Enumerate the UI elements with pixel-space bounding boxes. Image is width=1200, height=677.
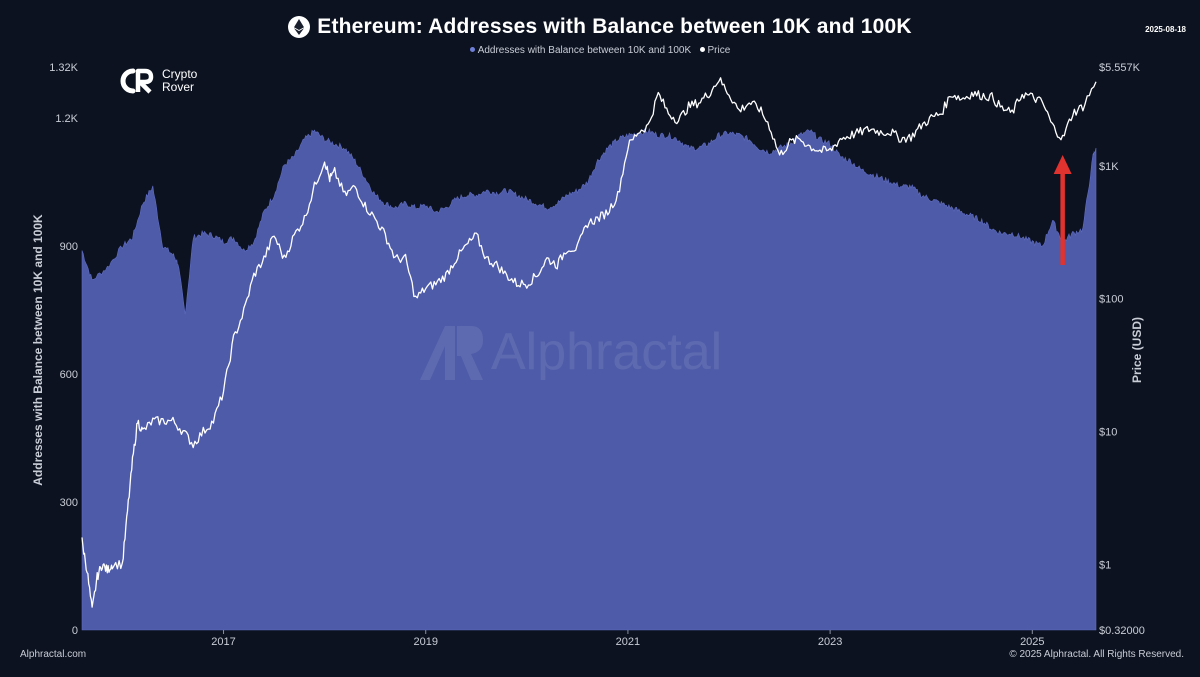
- page-title: Ethereum: Addresses with Balance between…: [317, 15, 912, 38]
- y-left-tick-label: 600: [60, 369, 78, 381]
- y-right-tick-label: $1K: [1099, 161, 1119, 173]
- legend: Addresses with Balance between 10K and 1…: [0, 45, 1200, 56]
- date-label: 2025-08-18: [1145, 25, 1186, 34]
- logo-text: Crypto Rover: [162, 68, 197, 94]
- x-tick-label: 2021: [616, 636, 640, 648]
- y-left-tick-label: 1.2K: [55, 113, 78, 125]
- footer-site[interactable]: Alphractal.com: [20, 649, 87, 660]
- logo-line-1: Crypto: [162, 67, 198, 81]
- area-series: [81, 127, 1097, 631]
- legend-dot-addresses-icon: [469, 47, 475, 53]
- y-left-axis-label: Addresses with Balance between 10K and 1…: [31, 214, 45, 486]
- crypto-rover-logo: Crypto Rover: [116, 66, 197, 96]
- logo-line-2: Rover: [162, 80, 195, 94]
- y-right-tick-label: $5.557K: [1099, 62, 1141, 74]
- y-right-tick-label: $0.32000: [1099, 625, 1145, 637]
- y-left-tick-label: 300: [60, 497, 78, 509]
- red-arrow-head-icon: [1053, 155, 1072, 174]
- price-series: [81, 77, 1097, 608]
- price-line: [81, 77, 1097, 608]
- x-tick-label: 2019: [413, 636, 437, 648]
- y-left-tick-label: 1.32K: [49, 62, 78, 74]
- axes: 0 300 600 900 1.2K 1.32K $0.32000 $1 $10 $100 $1K $…: [31, 62, 1145, 648]
- crypto-rover-logo-icon: [120, 68, 154, 94]
- y-right-axis-label: Price (USD): [1130, 317, 1144, 383]
- y-right-tick-label: $100: [1099, 294, 1123, 306]
- annotations: [1053, 155, 1072, 265]
- footer-copyright: © 2025 Alphractal. All Rights Reserved.: [1009, 649, 1184, 660]
- legend-item-price[interactable]: Price: [699, 45, 731, 56]
- y-left-tick-label: 900: [60, 241, 78, 253]
- ethereum-icon: [288, 16, 311, 38]
- x-tick-label: 2023: [818, 636, 842, 648]
- y-right-tick-label: $10: [1099, 426, 1117, 438]
- x-tick-label: 2025: [1020, 636, 1044, 648]
- legend-label-price: Price: [707, 45, 731, 56]
- x-tick-label: 2017: [211, 636, 235, 648]
- title-row: Ethereum: Addresses with Balance between…: [0, 12, 1200, 42]
- legend-label-addresses: Addresses with Balance between 10K and 1…: [477, 45, 692, 56]
- addresses-area: [81, 127, 1097, 631]
- legend-dot-price-icon: [699, 47, 705, 53]
- y-left-tick-label: 0: [72, 625, 78, 637]
- y-right-tick-label: $1: [1099, 559, 1111, 571]
- legend-item-addresses[interactable]: Addresses with Balance between 10K and 1…: [469, 45, 692, 56]
